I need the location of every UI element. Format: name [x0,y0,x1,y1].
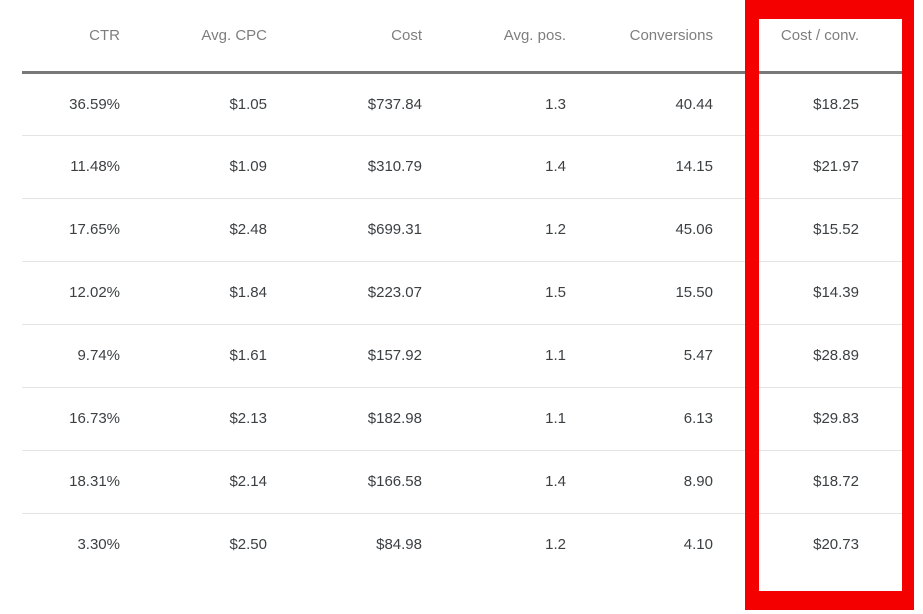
cell-ctr: 18.31% [22,450,130,514]
cell-conversions: 8.90 [576,450,723,514]
column-header-avg-cpc[interactable]: Avg. CPC [130,0,277,74]
cell-conversions: 40.44 [576,72,723,136]
cell-conversions: 4.10 [683,536,713,554]
cell-conversions: 15.50 [576,261,723,325]
cell-cost: $157.92 [277,324,432,388]
cell-cost: $223.07 [277,261,432,325]
cell-cost: $182.98 [277,387,432,451]
cell-cost-per-conv: $14.39 [723,261,913,325]
cell-ctr: 12.02% [22,261,130,325]
cell-conversions: 45.06 [576,198,723,262]
cell-avg-cpc: $2.48 [130,198,277,262]
cell-ctr: 36.59% [22,72,130,136]
cell-avg-cpc: $2.14 [130,450,277,514]
cell-cost: $737.84 [277,72,432,136]
cell-avg-cpc: $1.09 [130,135,277,199]
cell-avg-cpc: $2.50 [229,536,267,554]
cell-ctr: 9.74% [22,324,130,388]
table-row: 36.59% $1.05 $737.84 1.3 40.44 $18.25 [22,72,913,136]
cell-cost-per-conv: $28.89 [723,324,913,388]
cell-conversions: 5.47 [576,324,723,388]
table-header-row: CTR Avg. CPC Cost Avg. pos. Conversions … [22,0,913,74]
column-header-avg-pos[interactable]: Avg. pos. [432,0,576,74]
column-header-cost-per-conv[interactable]: Cost / conv. [723,0,913,74]
table-row: 3.30% $2.50 $84.98 1.2 4.10 $20.73 [22,513,913,576]
cell-conversions: 14.15 [576,135,723,199]
cell-avg-pos: 1.2 [545,536,566,554]
column-header-cost[interactable]: Cost [277,0,432,74]
column-header-ctr[interactable]: CTR [22,0,130,74]
cell-avg-pos: 1.3 [432,72,576,136]
cell-conversions: 6.13 [576,387,723,451]
cell-avg-pos: 1.1 [432,387,576,451]
cell-cost: $166.58 [277,450,432,514]
cell-cost-per-conv: $18.25 [723,72,913,136]
cell-cost-per-conv: $21.97 [723,135,913,199]
cell-cost-per-conv: $29.83 [723,387,913,451]
table-row: 11.48% $1.09 $310.79 1.4 14.15 $21.97 [22,135,913,199]
column-header-conversions[interactable]: Conversions [576,0,723,74]
cell-cost-per-conv: $15.52 [723,198,913,262]
cell-ctr: 3.30% [77,536,120,554]
cell-avg-pos: 1.1 [432,324,576,388]
cell-ctr: 11.48% [22,135,130,199]
metrics-table: CTR Avg. CPC Cost Avg. pos. Conversions … [22,0,913,576]
cell-cost-per-conv: $18.72 [723,450,913,514]
table-row: 16.73% $2.13 $182.98 1.1 6.13 $29.83 [22,387,913,451]
cell-ctr: 17.65% [22,198,130,262]
cell-avg-pos: 1.4 [432,135,576,199]
cell-avg-cpc: $2.13 [130,387,277,451]
cell-avg-cpc: $1.84 [130,261,277,325]
cell-avg-pos: 1.5 [432,261,576,325]
cell-cost: $84.98 [376,536,422,554]
table-row: 9.74% $1.61 $157.92 1.1 5.47 $28.89 [22,324,913,388]
table-row: 17.65% $2.48 $699.31 1.2 45.06 $15.52 [22,198,913,262]
cell-avg-pos: 1.2 [432,198,576,262]
cell-ctr: 16.73% [22,387,130,451]
cell-cost: $310.79 [277,135,432,199]
cell-cost-per-conv: $20.73 [813,536,859,554]
cell-avg-cpc: $1.61 [130,324,277,388]
cell-avg-cpc: $1.05 [130,72,277,136]
cell-avg-pos: 1.4 [432,450,576,514]
table-row: 12.02% $1.84 $223.07 1.5 15.50 $14.39 [22,261,913,325]
table-row: 18.31% $2.14 $166.58 1.4 8.90 $18.72 [22,450,913,514]
cell-cost: $699.31 [277,198,432,262]
